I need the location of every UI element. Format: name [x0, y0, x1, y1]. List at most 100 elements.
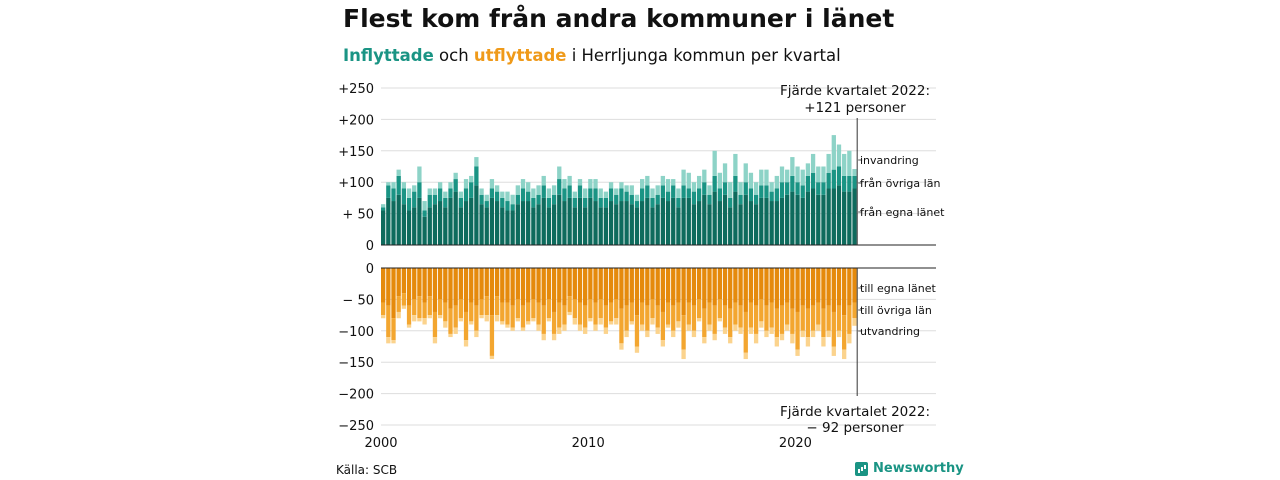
y-tick-label-bottom: − 50 — [342, 293, 374, 308]
bar-inflytt-0 — [396, 194, 401, 245]
bar-inflytt-2 — [712, 150, 717, 176]
axes — [381, 118, 936, 396]
bar-utflytt-2 — [469, 321, 474, 325]
bar-inflytt-1 — [562, 188, 567, 202]
bar-inflytt-2 — [733, 153, 738, 176]
bar-inflytt-0 — [479, 204, 484, 245]
bar-inflytt-1 — [593, 188, 598, 202]
bar-utflytt-2 — [463, 340, 469, 347]
bar-inflytt-2 — [458, 191, 463, 198]
bar-utflytt-2 — [562, 324, 567, 331]
bar-utflytt-2 — [386, 337, 391, 344]
bar-utflytt-0 — [437, 268, 443, 300]
bar-utflytt-0 — [722, 268, 728, 306]
bar-inflytt-0 — [821, 194, 826, 245]
bar-inflytt-1 — [634, 201, 640, 208]
bar-inflytt-0 — [826, 188, 831, 245]
bar-utflytt-2 — [847, 333, 852, 344]
bar-utflytt-0 — [748, 268, 754, 303]
bar-utflytt-0 — [691, 268, 697, 306]
bar-inflytt-1 — [805, 175, 811, 192]
bar-inflytt-2 — [463, 179, 469, 189]
bar-utflytt-2 — [593, 324, 598, 331]
bar-utflytt-1 — [769, 302, 774, 328]
bar-inflytt-1 — [479, 194, 484, 205]
bar-utflytt-0 — [826, 268, 831, 306]
bar-utflytt-0 — [785, 268, 790, 303]
bar-inflytt-1 — [619, 188, 624, 202]
bar-inflytt-0 — [448, 197, 453, 245]
bar-inflytt-2 — [795, 166, 800, 183]
bar-inflytt-1 — [614, 194, 619, 205]
bar-inflytt-1 — [785, 182, 790, 195]
bar-inflytt-1 — [598, 197, 603, 208]
bar-inflytt-2 — [774, 175, 779, 189]
chart-title: Flest kom från andra kommuner i länet — [343, 4, 895, 33]
bar-inflytt-2 — [759, 169, 764, 186]
bar-inflytt-0 — [816, 194, 821, 245]
bar-inflytt-1 — [386, 185, 391, 198]
bar-utflytt-1 — [686, 302, 691, 325]
bar-utflytt-2 — [396, 311, 401, 319]
bar-utflytt-2 — [779, 333, 785, 341]
bar-inflytt-1 — [453, 179, 458, 192]
subtitle-och: och — [433, 46, 474, 65]
bar-inflytt-2 — [422, 201, 427, 211]
bar-utflytt-0 — [816, 268, 821, 303]
bar-inflytt-0 — [836, 185, 842, 245]
bar-inflytt-1 — [588, 188, 593, 198]
bar-utflytt-0 — [500, 268, 505, 303]
y-tick-label-top: +200 — [338, 113, 374, 128]
bar-utflytt-2 — [588, 318, 593, 322]
y-tick-label-top: +100 — [338, 176, 374, 191]
bar-utflytt-2 — [406, 324, 412, 328]
series-label-bottom: till egna länet — [860, 282, 936, 295]
bar-utflytt-2 — [764, 330, 769, 338]
bar-inflytt-0 — [640, 201, 645, 245]
bar-inflytt-0 — [531, 207, 536, 245]
bar-utflytt-0 — [640, 268, 645, 303]
bar-utflytt-2 — [629, 321, 634, 325]
bar-inflytt-1 — [515, 194, 520, 205]
bar-utflytt-0 — [510, 268, 515, 306]
bar-utflytt-1 — [743, 311, 748, 353]
bar-inflytt-0 — [536, 204, 541, 245]
bar-inflytt-2 — [629, 185, 634, 195]
bar-utflytt-0 — [712, 268, 717, 306]
bar-utflytt-0 — [842, 268, 847, 316]
bar-utflytt-0 — [381, 268, 386, 303]
bar-inflytt-0 — [427, 207, 432, 245]
bar-inflytt-2 — [790, 157, 795, 176]
bar-utflytt-0 — [469, 268, 474, 303]
bar-inflytt-1 — [821, 182, 826, 195]
annotation-bottom-line1: Fjärde kvartalet 2022: — [780, 404, 930, 420]
annotation-bottom-line2: − 92 personer — [806, 420, 904, 436]
bar-utflytt-1 — [500, 302, 505, 322]
bar-utflytt-1 — [443, 302, 448, 322]
bar-inflytt-2 — [836, 144, 842, 167]
bar-utflytt-1 — [432, 311, 438, 338]
bar-inflytt-1 — [577, 185, 583, 198]
bar-inflytt-0 — [733, 191, 738, 245]
labels: +250 +200 +150 +100 + 50 0 0 − 50 −100 −150 −200 −2… — [338, 82, 945, 451]
bar-utflytt-2 — [826, 330, 831, 338]
bar-inflytt-1 — [629, 194, 634, 205]
bar-inflytt-0 — [484, 207, 489, 245]
bar-utflytt-0 — [831, 268, 836, 312]
bar-utflytt-2 — [453, 327, 458, 334]
bar-inflytt-2 — [821, 166, 826, 183]
bar-utflytt-1 — [660, 311, 666, 341]
bar-inflytt-1 — [417, 182, 422, 198]
bar-utflytt-1 — [520, 305, 526, 328]
bar-utflytt-2 — [526, 321, 531, 325]
bar-inflytt-0 — [665, 201, 671, 245]
bar-utflytt-2 — [624, 330, 629, 338]
bar-utflytt-1 — [785, 302, 790, 325]
annotation-top-line1: Fjärde kvartalet 2022: — [780, 83, 930, 99]
bar-utflytt-0 — [396, 268, 401, 297]
bar-utflytt-0 — [494, 268, 500, 297]
bar-utflytt-2 — [707, 324, 712, 331]
bar-inflytt-1 — [567, 185, 572, 198]
bar-inflytt-2 — [526, 182, 531, 192]
bar-inflytt-0 — [422, 216, 427, 245]
